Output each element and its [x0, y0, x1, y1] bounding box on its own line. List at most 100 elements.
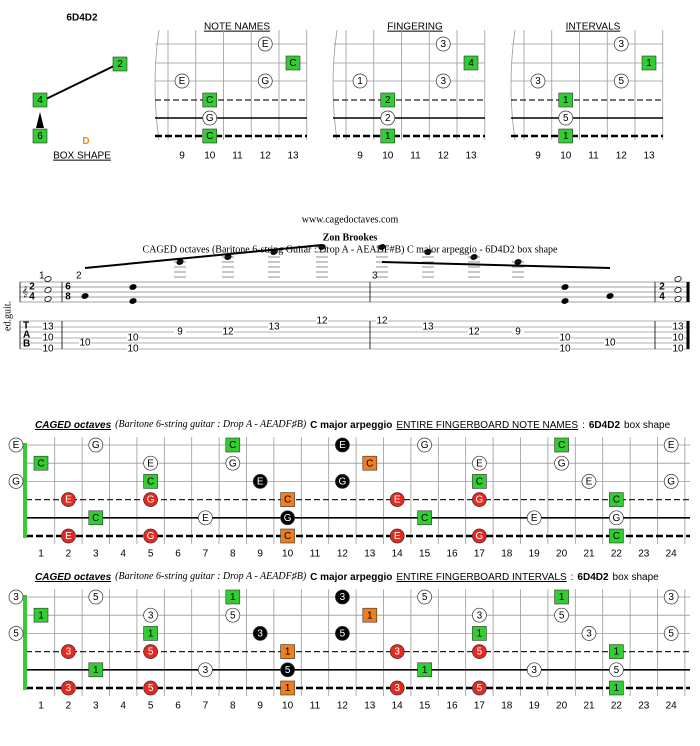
- note-label: 3: [66, 683, 72, 694]
- time-sig-bottom: 4: [659, 292, 665, 303]
- note-label: E: [257, 477, 264, 488]
- note-square: [417, 510, 432, 526]
- note-circle: [554, 455, 569, 471]
- note-square: [609, 492, 624, 507]
- fret-number: 9: [357, 151, 363, 162]
- note-square: [472, 626, 487, 641]
- note-label: C: [558, 440, 565, 451]
- note-label: C: [206, 131, 213, 142]
- fret-number: 5: [148, 549, 154, 560]
- tab-clef: T: [23, 321, 29, 332]
- fret-number: 11: [310, 701, 321, 712]
- note-square: [88, 662, 104, 678]
- note-label: C: [613, 495, 620, 506]
- note-label: 5: [340, 629, 346, 640]
- note-circle: [8, 474, 24, 489]
- note-label: E: [394, 531, 401, 542]
- note-circle: [389, 644, 405, 659]
- note-square: [285, 55, 301, 71]
- note-square: [280, 644, 295, 659]
- nut-curve: [510, 29, 516, 141]
- diagram-title: NOTE NAMES: [204, 22, 270, 33]
- logo-marker: [112, 56, 128, 72]
- note-circle: [143, 455, 158, 471]
- note-square: [609, 680, 624, 696]
- tab-gap: [559, 334, 571, 342]
- fret-number: 9: [257, 549, 263, 560]
- note-square: [641, 55, 657, 71]
- note-label: C: [284, 495, 291, 506]
- tab-fret: 10: [672, 333, 684, 344]
- note-circle: [526, 510, 542, 526]
- fret-number: 20: [556, 549, 568, 560]
- fret-number: 19: [529, 549, 541, 560]
- note-circle: [613, 73, 629, 89]
- board-title-part: :: [582, 420, 585, 431]
- note-square: [362, 455, 378, 471]
- note-label: 3: [257, 629, 263, 640]
- note-square: [280, 492, 295, 507]
- fret-number: 4: [120, 549, 126, 560]
- note-circle: [472, 644, 487, 659]
- tab-fret: 10: [127, 344, 139, 355]
- tab-fret: 10: [672, 344, 684, 355]
- tab-fret: 10: [79, 338, 91, 349]
- note-circle: [558, 110, 574, 126]
- tab-gap: [672, 334, 684, 342]
- tab-gap: [127, 345, 139, 353]
- note-circle: [143, 680, 158, 696]
- note-circle: [472, 680, 487, 696]
- fret-number: 16: [446, 549, 458, 560]
- note-square: [362, 607, 378, 623]
- time-sig-bottom: 8: [65, 292, 71, 303]
- note-square: [202, 92, 218, 108]
- fret-number: 24: [666, 701, 678, 712]
- nut: [23, 595, 27, 690]
- fret-number: 23: [638, 549, 650, 560]
- fret-number: 15: [419, 701, 431, 712]
- note-square: [609, 528, 624, 544]
- note-circle: [143, 528, 158, 544]
- board-title: CAGED octaves (Baritone 6-string guitar :…: [35, 419, 671, 430]
- note-label: 5: [563, 113, 569, 124]
- note-circle: [143, 607, 158, 623]
- fret-number: 21: [583, 701, 595, 712]
- fret-number: 11: [588, 151, 599, 162]
- note-label: C: [284, 531, 291, 542]
- note-square: [554, 589, 569, 605]
- tab-gap: [422, 323, 434, 331]
- note-square: [143, 626, 158, 641]
- note-label: E: [262, 39, 269, 50]
- note-square: [280, 680, 295, 696]
- note-label: C: [366, 458, 373, 469]
- fret-number: 10: [282, 701, 294, 712]
- notehead: [44, 296, 52, 302]
- note-circle: [472, 528, 487, 544]
- fret-number: 16: [446, 701, 458, 712]
- note-circle: [335, 474, 350, 489]
- note-circle: [530, 73, 546, 89]
- note-label: 1: [38, 610, 44, 621]
- fret-number: 12: [337, 549, 349, 560]
- note-label: E: [668, 440, 675, 451]
- note-circle: [581, 626, 597, 641]
- note-square: [33, 455, 49, 471]
- note-square: [554, 437, 569, 453]
- tab-fret: 10: [42, 344, 54, 355]
- fret-number: 5: [148, 701, 154, 712]
- note-label: E: [394, 495, 401, 506]
- tab-fret: 10: [559, 344, 571, 355]
- notehead: [674, 276, 682, 282]
- tab-fret: 9: [177, 327, 183, 338]
- note-circle: [435, 73, 451, 89]
- note-circle: [472, 492, 487, 507]
- tab-fret: 12: [316, 316, 328, 327]
- treble-clef: 𝄞: [22, 285, 28, 297]
- note-label: C: [92, 513, 99, 524]
- notehead: [44, 287, 52, 293]
- note-label: 3: [203, 665, 209, 676]
- note-square: [88, 510, 104, 526]
- note-label: 1: [563, 95, 569, 106]
- note-label: 3: [440, 76, 446, 87]
- board-title-part: box shape: [624, 420, 671, 431]
